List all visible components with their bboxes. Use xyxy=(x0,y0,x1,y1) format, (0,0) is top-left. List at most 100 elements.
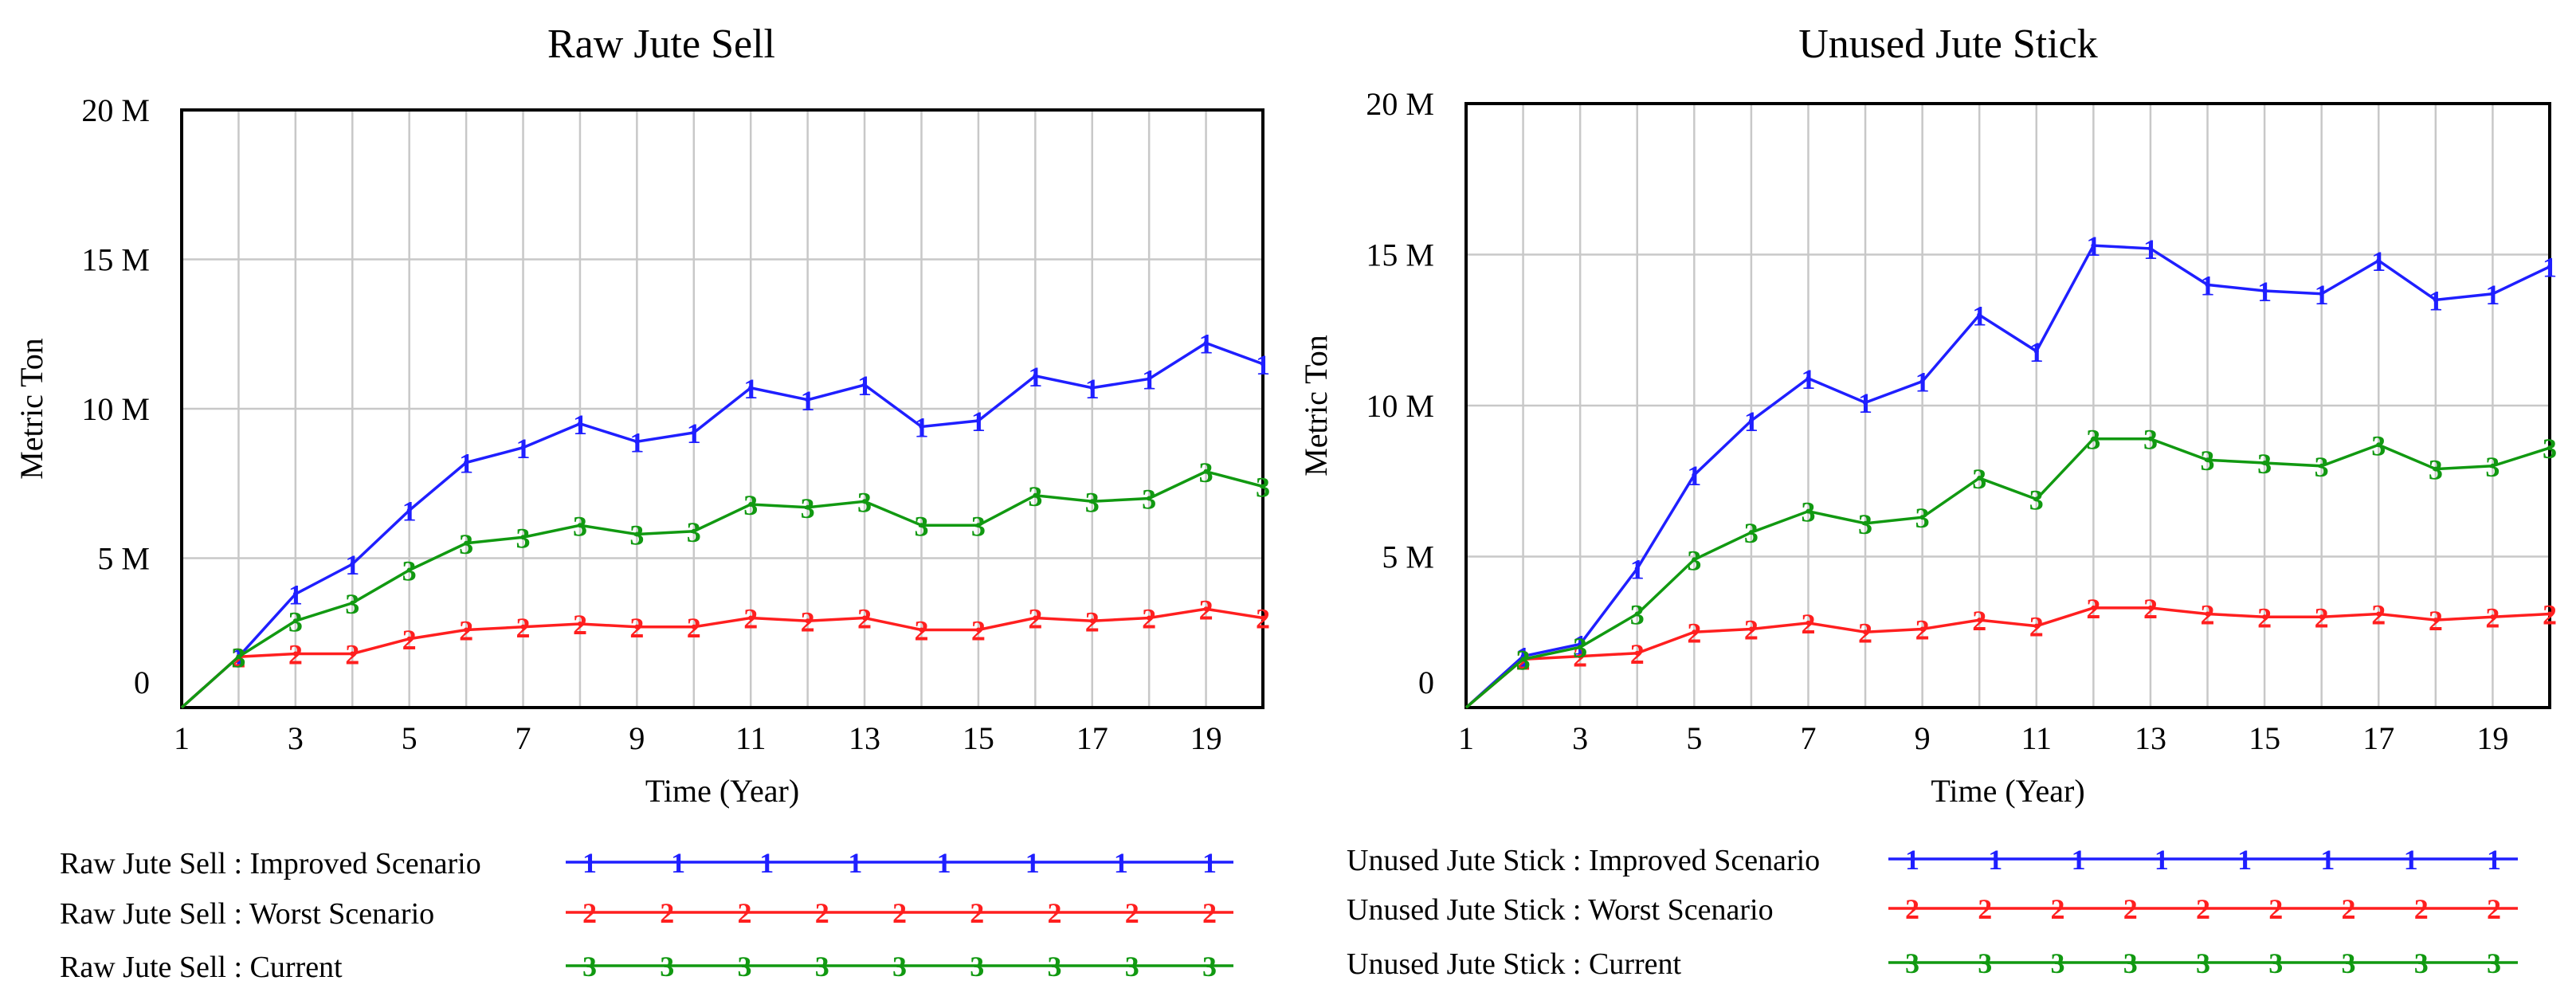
series-line xyxy=(1464,244,2551,709)
legend-marker: 2 xyxy=(582,897,597,929)
series-marker: 1 xyxy=(288,579,303,611)
legend-marker: 3 xyxy=(1202,951,1217,982)
data-point xyxy=(406,636,412,641)
x-tick-labels: 1 3 5 7 9 11 13 15 17 19 xyxy=(1458,720,2508,756)
series-marker: 1 xyxy=(743,373,758,405)
data-point xyxy=(464,460,469,465)
data-point xyxy=(805,504,810,510)
series-line xyxy=(1464,606,2551,709)
series-3: 3 3 3 3 3 3 3 3 3 3 3 3 3 3 3 3 3 3 3 xyxy=(180,457,1270,709)
series-line xyxy=(1464,437,2551,709)
legend-label: Unused Jute Stick : Worst Scenario xyxy=(1347,893,1774,927)
series-marker: 2 xyxy=(1858,617,1872,649)
series-marker: 3 xyxy=(1915,502,1930,534)
x-tick-label: 5 xyxy=(402,720,418,756)
series-marker: 3 xyxy=(971,510,986,542)
data-point xyxy=(634,439,640,445)
x-tick-label: 1 xyxy=(1458,720,1474,756)
series-marker: 2 xyxy=(1199,594,1214,625)
legend-label: Unused Jute Stick : Improved Scenario xyxy=(1347,844,1820,877)
series-marker: 1 xyxy=(2543,252,2557,284)
data-point xyxy=(1806,620,1811,625)
legend-marker: 1 xyxy=(1905,844,1919,876)
data-point xyxy=(2547,445,2552,451)
data-point xyxy=(1147,376,1152,382)
series-marker: 3 xyxy=(2429,454,2443,486)
series-marker: 3 xyxy=(1744,517,1759,549)
series-marker: 1 xyxy=(459,448,473,480)
y-axis-label: Metric Ton xyxy=(1298,335,1334,476)
series-marker: 1 xyxy=(687,418,701,449)
data-point xyxy=(805,397,810,402)
series-marker: 3 xyxy=(1085,486,1100,518)
data-point xyxy=(975,627,981,633)
data-point xyxy=(577,622,582,626)
series-marker: 2 xyxy=(2315,602,2329,633)
x-tick-label: 19 xyxy=(1190,720,1222,756)
x-tick-label: 11 xyxy=(735,720,767,756)
y-tick-label: 20 M xyxy=(81,92,150,128)
legend-label: Raw Jute Sell : Current xyxy=(60,951,343,984)
data-point xyxy=(2091,436,2096,441)
data-point xyxy=(2147,245,2153,251)
legend-marker: 3 xyxy=(2123,947,2138,979)
data-point xyxy=(919,523,924,528)
legend-marker: 3 xyxy=(892,951,907,982)
data-point xyxy=(2091,243,2096,249)
series-marker: 1 xyxy=(1142,364,1156,396)
series-marker: 2 xyxy=(1744,614,1759,645)
series-2: 2222222222222222222 xyxy=(1464,593,2557,709)
data-point xyxy=(748,615,754,621)
data-point xyxy=(2319,614,2324,620)
y-tick-label: 15 M xyxy=(1366,237,1434,273)
data-point xyxy=(406,567,412,573)
data-point xyxy=(1089,618,1095,624)
legend-marker: 1 xyxy=(671,847,685,879)
series-marker: 1 xyxy=(2086,230,2100,262)
legend-marker: 3 xyxy=(1048,951,1062,982)
data-point xyxy=(406,508,412,513)
y-tick-label: 15 M xyxy=(81,242,150,278)
data-point xyxy=(919,627,924,633)
series-marker: 3 xyxy=(743,489,758,521)
data-point xyxy=(2376,611,2382,617)
data-point xyxy=(1089,385,1095,390)
series-marker: 1 xyxy=(1858,387,1872,419)
legend-marker: 1 xyxy=(2320,844,2335,876)
series-marker: 2 xyxy=(2257,602,2272,633)
plot-frame xyxy=(1464,102,2551,709)
series-marker: 3 xyxy=(2029,484,2044,516)
series-marker: 3 xyxy=(1573,632,1587,664)
series-marker: 2 xyxy=(2086,593,2100,625)
x-tick-label: 17 xyxy=(1076,720,1108,756)
data-point xyxy=(1863,400,1868,406)
legend-marker: 1 xyxy=(1025,847,1040,879)
series-marker: 1 xyxy=(1801,363,1815,395)
data-point xyxy=(2433,618,2438,623)
series-3: 3 3 3 3 3 3 3 3 3 3 3 3 3 3 3 3 3 3 3 xyxy=(1464,424,2557,709)
series-marker: 3 xyxy=(288,606,303,637)
chart-title: Raw Jute Sell xyxy=(547,22,775,67)
data-point xyxy=(805,618,810,624)
y-tick-label: 10 M xyxy=(1366,388,1434,424)
series-marker: 1 xyxy=(2315,279,2329,311)
series-marker: 1 xyxy=(971,406,986,437)
series-marker: 2 xyxy=(573,609,587,641)
series-marker: 2 xyxy=(1028,603,1042,635)
data-point xyxy=(2319,291,2324,296)
legend-marker: 2 xyxy=(2487,893,2501,925)
data-point xyxy=(2433,297,2438,303)
data-point xyxy=(1692,473,1697,478)
series-marker: 2 xyxy=(1972,605,1986,637)
series-marker: 1 xyxy=(2371,245,2386,277)
series-marker: 3 xyxy=(2257,448,2272,480)
series-marker: 2 xyxy=(1256,603,1270,635)
legend-marker: 2 xyxy=(892,897,907,929)
legend-marker: 1 xyxy=(582,847,597,879)
data-point xyxy=(2547,264,2552,269)
series-marker: 3 xyxy=(801,492,815,524)
legend-marker: 2 xyxy=(2196,893,2210,925)
legend-marker: 2 xyxy=(1978,893,1992,925)
x-tick-label: 11 xyxy=(2021,720,2053,756)
